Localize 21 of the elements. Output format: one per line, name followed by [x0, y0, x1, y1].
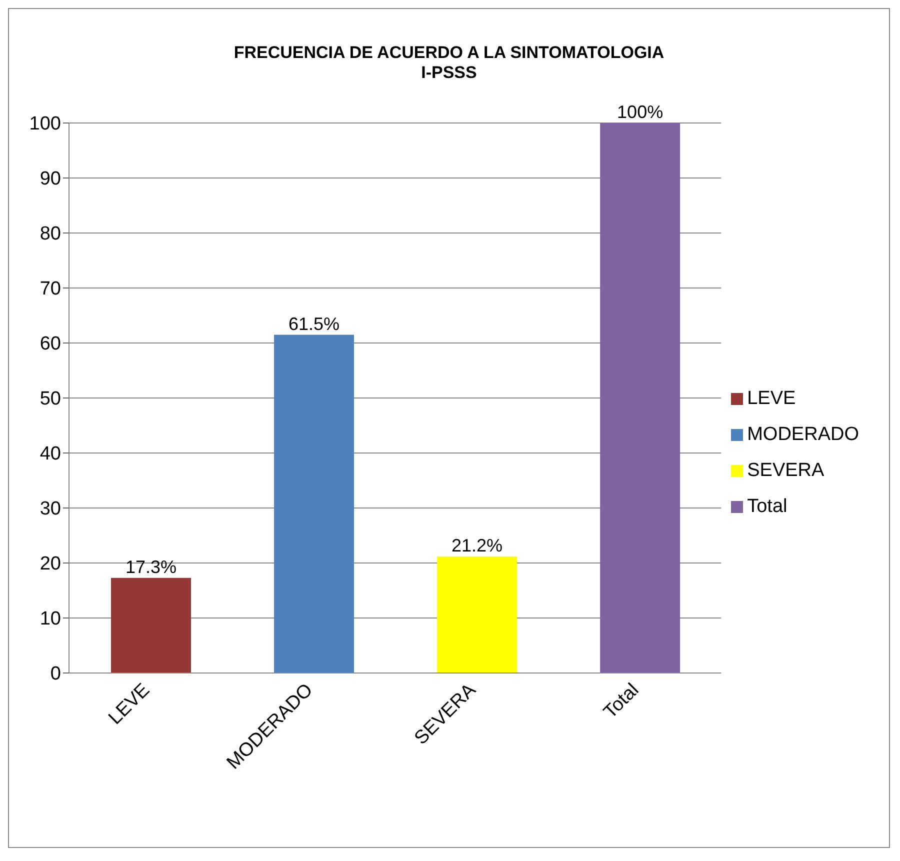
data-label: 17.3% — [125, 556, 177, 577]
chart-subtitle: I-PSSS — [420, 63, 478, 83]
y-tick-label: 30 — [40, 498, 61, 520]
chart-title: FRECUENCIA DE ACUERDO A LA SINTOMATOLOGIA — [232, 43, 666, 63]
y-tick-label: 50 — [40, 388, 61, 410]
legend-label: LEVE — [747, 388, 796, 409]
legend-label: MODERADO — [747, 424, 859, 445]
y-tick-label: 10 — [40, 608, 61, 630]
y-tick-label: 60 — [40, 334, 61, 355]
data-label: 21.2% — [452, 535, 503, 556]
y-tick-label: 20 — [40, 554, 61, 575]
y-tick-label: 0 — [50, 664, 61, 685]
y-tick-label: 40 — [40, 444, 61, 465]
data-label: 100% — [617, 102, 664, 122]
y-tick-label: 90 — [40, 168, 61, 190]
y-tick-label: 100 — [29, 114, 61, 135]
legend-label: Total — [747, 496, 788, 517]
y-tick-label: 70 — [40, 278, 61, 300]
y-tick-label: 80 — [40, 224, 61, 245]
legend-label: SEVERA — [747, 460, 824, 481]
data-label: 61.5% — [288, 314, 340, 334]
